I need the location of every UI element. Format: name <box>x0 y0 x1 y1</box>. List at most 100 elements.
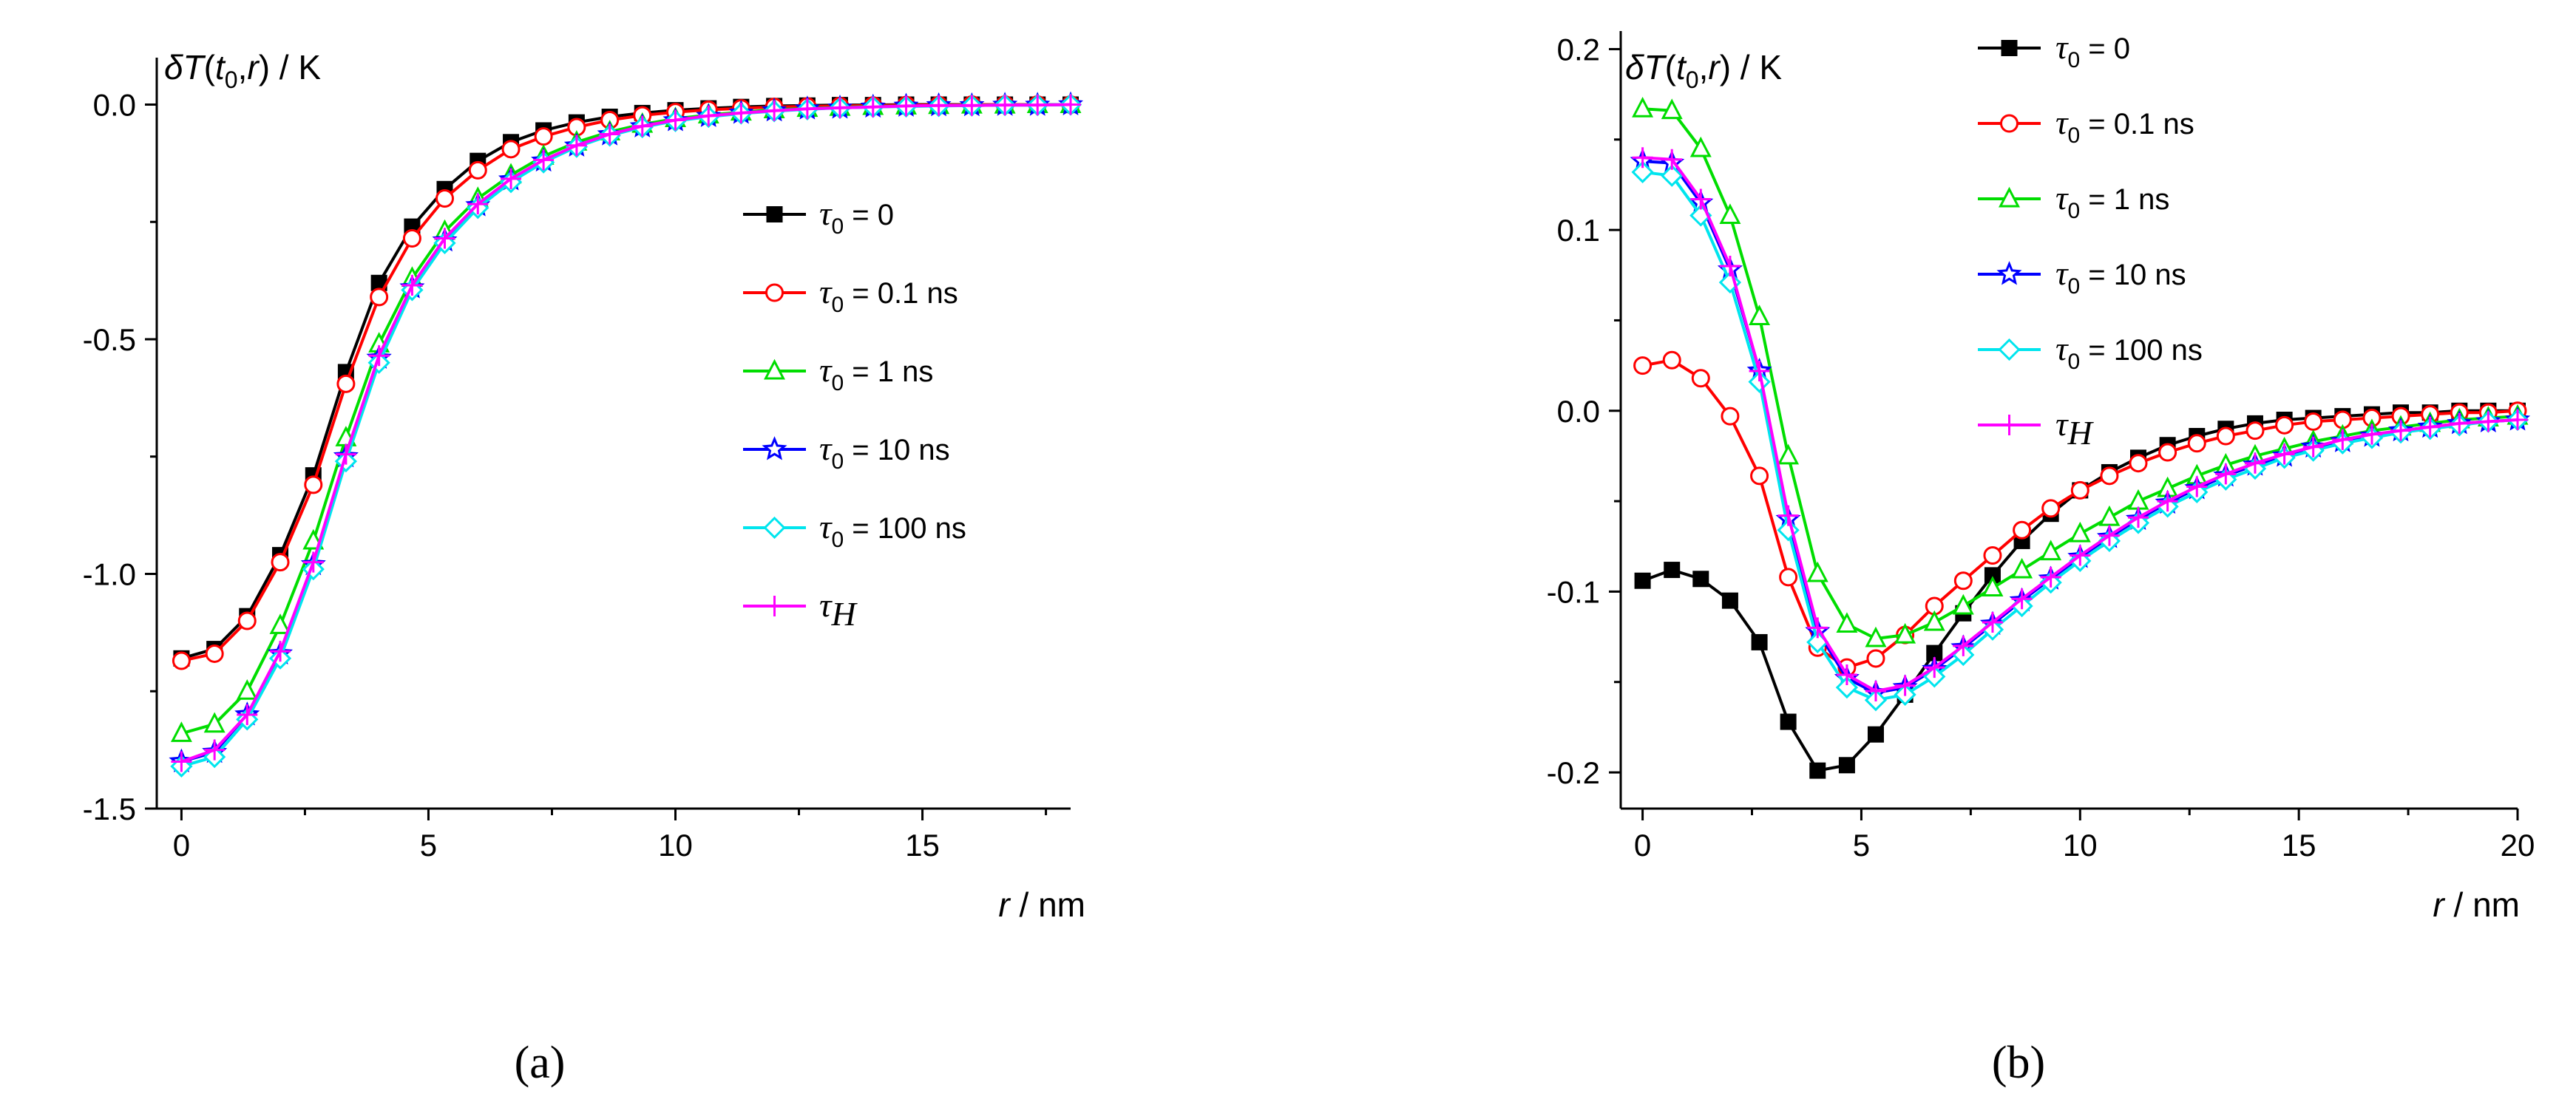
data-point <box>599 123 620 145</box>
data-point <box>1926 644 1943 661</box>
series-5 <box>171 94 1081 772</box>
data-point <box>2070 545 2091 566</box>
data-point <box>269 613 291 634</box>
data-point <box>1806 561 1828 582</box>
data-point <box>401 274 423 296</box>
legend-entry: τ0 = 100 ns <box>1978 330 2203 374</box>
panel-label: (a) <box>515 1038 566 1088</box>
data-point <box>468 160 487 180</box>
legend-entry: τ0 = 0.1 ns <box>1978 103 2194 148</box>
data-point <box>271 553 290 572</box>
data-point <box>533 149 555 171</box>
data-point <box>1865 680 1886 701</box>
data-point <box>829 97 850 118</box>
legend-marker <box>765 283 784 302</box>
data-point <box>2158 443 2177 462</box>
data-point <box>1866 649 1885 668</box>
legend-entry: τH <box>743 586 858 633</box>
x-tick-label: 15 <box>905 828 940 863</box>
y-tick-label: -0.2 <box>1547 755 1600 790</box>
data-point <box>2040 540 2062 561</box>
data-point <box>1780 713 1797 730</box>
data-point <box>2098 525 2120 546</box>
data-point <box>862 96 884 118</box>
data-point <box>2302 436 2324 458</box>
data-point <box>1719 203 1741 225</box>
data-point <box>1984 567 2001 584</box>
data-point <box>2215 463 2237 485</box>
data-point <box>961 95 983 116</box>
y-tick-label: 0.2 <box>1557 32 1600 67</box>
legend-entry: τ0 = 10 ns <box>743 429 950 474</box>
data-point <box>2507 409 2528 430</box>
data-point <box>2274 443 2295 465</box>
data-point <box>171 751 192 772</box>
data-point <box>928 95 949 116</box>
data-point <box>302 551 324 573</box>
y-tick-label: -1.0 <box>83 557 136 592</box>
legend-label: τ0 = 0.1 ns <box>819 273 958 317</box>
data-point <box>2449 412 2470 434</box>
legend-marker <box>764 596 785 616</box>
x-axis-label: r / nm <box>2433 885 2520 924</box>
data-point <box>2304 412 2323 431</box>
data-point <box>1631 160 1654 183</box>
data-point <box>1924 657 1945 678</box>
legend-marker <box>764 358 785 380</box>
data-point <box>1750 466 1769 486</box>
chart-panel-a: 0 5 10 15 0.0 -0.5 -1.0 -1.5 δT(t0,r) / K r / nm τ… <box>83 48 1085 1088</box>
data-point <box>204 739 226 761</box>
data-point <box>2390 420 2412 441</box>
data-point <box>534 127 553 146</box>
data-point <box>1748 370 1771 393</box>
data-point <box>994 95 1016 116</box>
data-point <box>1953 635 1974 656</box>
y-axis-label: δT(t0,r) / K <box>164 48 321 93</box>
legend-marker <box>1998 338 2021 361</box>
data-point <box>1689 136 1712 157</box>
legend-entry: τ0 = 10 ns <box>1978 254 2186 299</box>
data-point <box>1809 762 1826 779</box>
data-point <box>1691 369 1710 388</box>
data-point <box>237 611 257 630</box>
data-point <box>2361 424 2382 445</box>
data-point <box>2070 480 2089 500</box>
data-point <box>2100 466 2119 486</box>
legend-marker <box>2000 114 2019 133</box>
data-point <box>1632 147 1653 169</box>
panel-label: (b) <box>1992 1038 2045 1088</box>
data-point <box>402 228 421 248</box>
data-point <box>2157 491 2178 512</box>
data-point <box>796 98 818 120</box>
data-point <box>170 721 192 742</box>
x-tick-label: 5 <box>420 828 437 863</box>
data-point <box>1027 95 1048 116</box>
data-point <box>1690 188 1712 210</box>
data-point <box>304 475 323 494</box>
series-5 <box>1632 147 2528 701</box>
data-point <box>1983 545 2002 565</box>
data-point <box>1777 443 1800 465</box>
chart-panel-b: 0 5 10 15 20 0.2 0.1 0.0 -0.1 -0.2 δT(t0,r) / K r /… <box>1547 28 2535 1088</box>
data-point <box>270 641 291 662</box>
x-tick-label: 0 <box>173 828 190 863</box>
data-point <box>1865 626 1887 647</box>
data-point <box>2013 520 2032 540</box>
data-point <box>731 102 752 123</box>
data-point <box>1719 256 1741 277</box>
data-point <box>205 644 224 663</box>
data-point <box>2129 454 2148 473</box>
data-point <box>1923 610 1945 631</box>
legend-entry: τ0 = 0 <box>743 194 894 239</box>
y-tick-label: 0.0 <box>93 88 136 123</box>
data-point <box>1777 505 1799 526</box>
x-tick-label: 10 <box>658 828 693 863</box>
data-point <box>2245 421 2265 441</box>
legend: τ0 = 0 τ0 = 0.1 ns τ0 = 1 ns τ0 = 10 ns τ0 =… <box>1978 28 2203 452</box>
legend-marker <box>763 516 786 540</box>
data-point <box>501 140 521 159</box>
legend-label: τ0 = 0 <box>2055 28 2130 72</box>
data-point <box>1661 149 1683 170</box>
legend-entry: τ0 = 1 ns <box>1978 179 2169 223</box>
